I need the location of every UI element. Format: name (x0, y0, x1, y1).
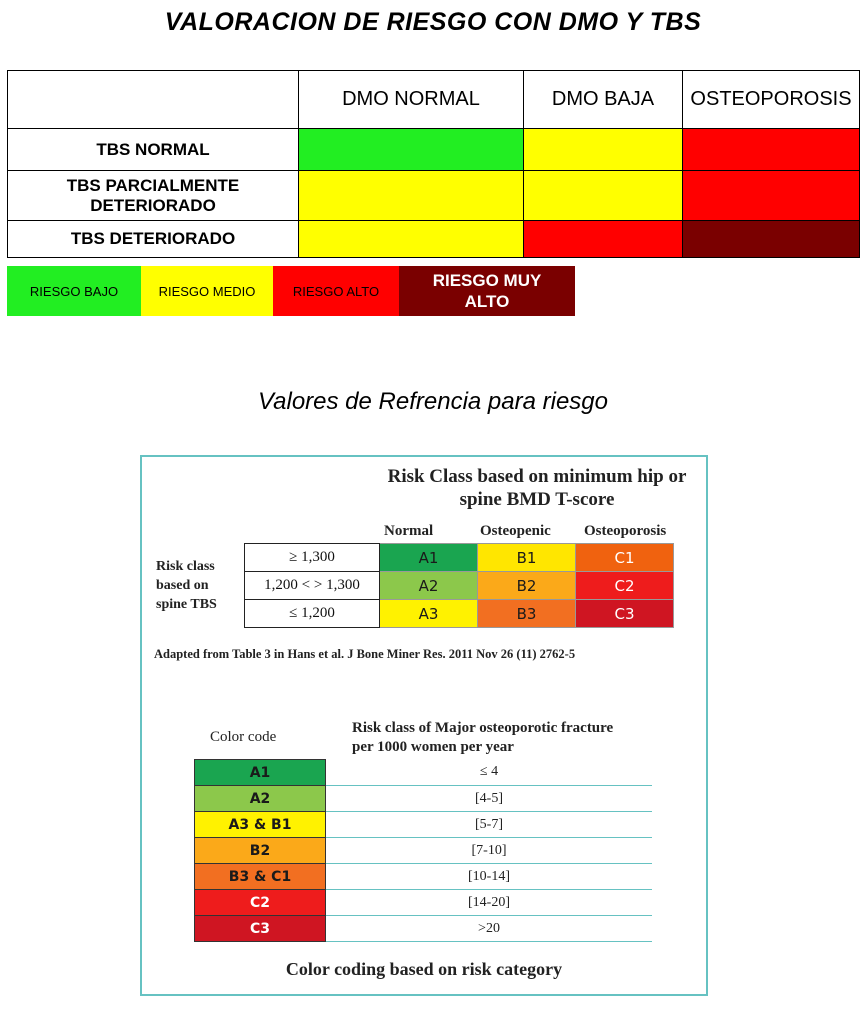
risk-class-cell: C3 (575, 599, 674, 628)
row-label-tbs-parcialmente-deteriorado: TBS PARCIALMENTE DETERIORADO (7, 170, 299, 221)
panel-footer: Color coding based on risk category (285, 959, 563, 979)
row-label-tbs-deteriorado: TBS DETERIORADO (7, 220, 299, 258)
color-code-row: A2 [4-5] (194, 785, 652, 812)
legend-riesgo-alto: RIESGO ALTO (273, 266, 399, 316)
color-code-swatch: C3 (194, 915, 326, 942)
header-dmo-normal: DMO NORMAL (298, 70, 524, 129)
fracture-risk-value: [5-7] (325, 811, 652, 838)
column-header-normal: Normal (384, 523, 434, 539)
color-code-swatch: A2 (194, 785, 326, 812)
fracture-risk-value: ≤ 4 (325, 759, 652, 786)
color-code-swatch: A1 (194, 759, 326, 786)
risk-cell (298, 220, 524, 258)
header-osteoporosis: OSTEOPOROSIS (682, 70, 860, 129)
color-code-header: Color code (210, 729, 277, 745)
legend-riesgo-medio: RIESGO MEDIO (141, 266, 273, 316)
risk-matrix-table: DMO NORMAL DMO BAJA OSTEOPOROSIS TBS NOR… (7, 70, 860, 258)
risk-class-cell: A1 (379, 543, 478, 572)
page-title: VALORACION DE RIESGO CON DMO Y TBS (164, 8, 702, 36)
grid-row: ≥ 1,300 A1 B1 C1 (244, 543, 674, 572)
risk-matrix-row: TBS NORMAL (7, 128, 860, 171)
fracture-risk-value: [7-10] (325, 837, 652, 864)
risk-matrix-corner-cell (7, 70, 299, 129)
color-code-swatch: B3 & C1 (194, 863, 326, 890)
risk-class-cell: C2 (575, 571, 674, 600)
risk-matrix-row: TBS PARCIALMENTE DETERIORADO (7, 170, 860, 221)
tbs-threshold: ≤ 1,200 (244, 599, 380, 628)
risk-cell (523, 220, 683, 258)
tbs-threshold: ≥ 1,300 (244, 543, 380, 572)
risk-cell (523, 128, 683, 171)
risk-class-row-label: Risk class based on spine TBS (156, 559, 217, 612)
risk-legend: RIESGO BAJO RIESGO MEDIO RIESGO ALTO RIE… (7, 266, 575, 316)
color-code-row: C2 [14-20] (194, 889, 652, 916)
color-code-row: C3 >20 (194, 915, 652, 942)
risk-cell (682, 128, 860, 171)
risk-class-cell: B2 (477, 571, 576, 600)
row-label-tbs-normal: TBS NORMAL (7, 128, 299, 171)
source-citation: Adapted from Table 3 in Hans et al. J Bo… (154, 647, 576, 661)
fracture-risk-value: [10-14] (325, 863, 652, 890)
risk-class-cell: B1 (477, 543, 576, 572)
color-code-swatch: A3 & B1 (194, 811, 326, 838)
color-code-row: B2 [7-10] (194, 837, 652, 864)
fracture-risk-value: [14-20] (325, 889, 652, 916)
legend-riesgo-muy-alto: RIESGO MUY ALTO (399, 266, 575, 316)
risk-cell (682, 220, 860, 258)
risk-cell (298, 128, 524, 171)
grid-row: ≤ 1,200 A3 B3 C3 (244, 599, 674, 628)
reference-panel: Risk Class based on minimum hip or spine… (140, 455, 708, 996)
risk-class-grid: ≥ 1,300 A1 B1 C1 1,200 < > 1,300 A2 B2 C… (244, 543, 674, 628)
risk-class-header: Risk class of Major osteoporotic fractur… (352, 720, 614, 755)
risk-cell (523, 170, 683, 221)
risk-cell (298, 170, 524, 221)
tbs-threshold: 1,200 < > 1,300 (244, 571, 380, 600)
color-code-swatch: B2 (194, 837, 326, 864)
risk-class-cell: A3 (379, 599, 478, 628)
color-code-table: A1 ≤ 4 A2 [4-5] A3 & B1 [5-7] B2 [7-10] B3 &… (194, 759, 652, 942)
fracture-risk-value: [4-5] (325, 785, 652, 812)
color-code-row: A1 ≤ 4 (194, 759, 652, 786)
fracture-risk-value: >20 (325, 915, 652, 942)
risk-matrix-header-row: DMO NORMAL DMO BAJA OSTEOPOROSIS (7, 70, 860, 129)
header-dmo-baja: DMO BAJA (523, 70, 683, 129)
risk-class-cell: C1 (575, 543, 674, 572)
risk-cell (682, 170, 860, 221)
risk-class-cell: B3 (477, 599, 576, 628)
panel-title: Risk Class based on minimum hip or spine… (387, 466, 687, 510)
legend-riesgo-bajo: RIESGO BAJO (7, 266, 141, 316)
color-code-row: B3 & C1 [10-14] (194, 863, 652, 890)
color-code-row: A3 & B1 [5-7] (194, 811, 652, 838)
column-header-osteopenic: Osteopenic (480, 523, 551, 539)
risk-matrix-row: TBS DETERIORADO (7, 220, 860, 258)
risk-class-cell: A2 (379, 571, 478, 600)
color-code-swatch: C2 (194, 889, 326, 916)
column-header-osteoporosis: Osteoporosis (584, 523, 667, 539)
grid-row: 1,200 < > 1,300 A2 B2 C2 (244, 571, 674, 600)
reference-subtitle: Valores de Refrencia para riesgo (258, 388, 608, 415)
